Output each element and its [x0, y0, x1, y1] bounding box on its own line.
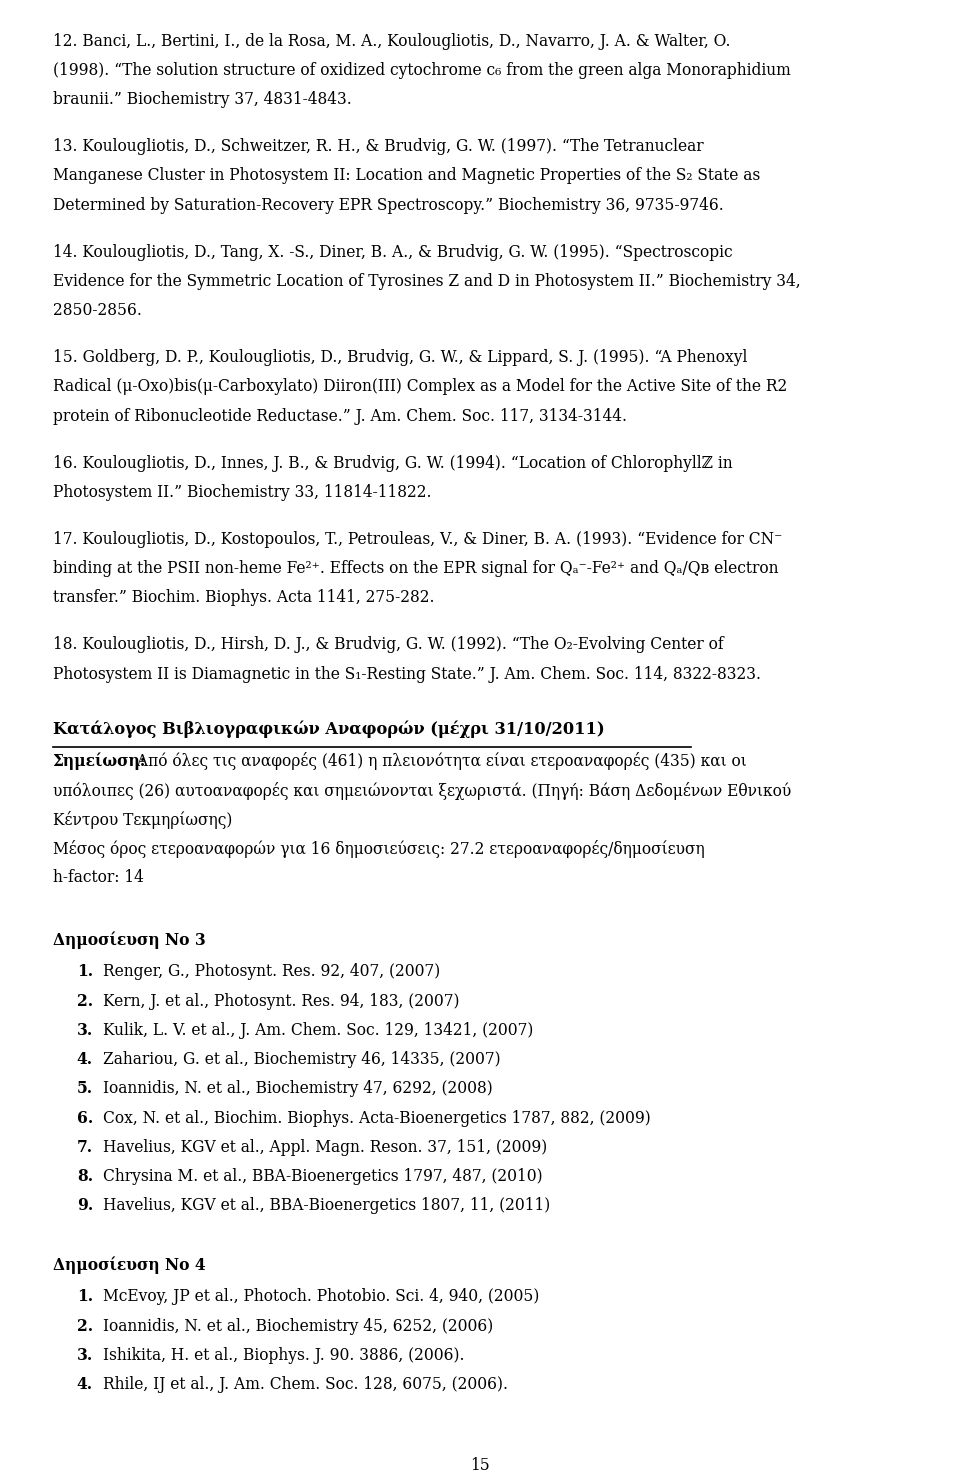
Text: 13. Koulougliotis, D., Schweitzer, R. H., & Brudvig, G. W. (1997). “The Tetranuc: 13. Koulougliotis, D., Schweitzer, R. H.… — [53, 138, 704, 156]
Text: McEvoy, JP et al., Photoch. Photobio. Sci. 4, 940, (2005): McEvoy, JP et al., Photoch. Photobio. Sc… — [103, 1288, 540, 1306]
Text: Cox, N. et al., Biochim. Biophys. Acta-Bioenergetics 1787, 882, (2009): Cox, N. et al., Biochim. Biophys. Acta-B… — [103, 1110, 651, 1126]
Text: 3.: 3. — [77, 1347, 93, 1364]
Text: Determined by Saturation-Recovery EPR Spectroscopy.” Biochemistry 36, 9735-9746.: Determined by Saturation-Recovery EPR Sp… — [53, 197, 724, 214]
Text: 1.: 1. — [77, 1288, 93, 1306]
Text: 8.: 8. — [77, 1168, 93, 1186]
Text: 14. Koulougliotis, D., Tang, X. -S., Diner, B. A., & Brudvig, G. W. (1995). “Spe: 14. Koulougliotis, D., Tang, X. -S., Din… — [53, 243, 732, 261]
Text: braunii.” Biochemistry 37, 4831-4843.: braunii.” Biochemistry 37, 4831-4843. — [53, 91, 351, 108]
Text: 1.: 1. — [77, 963, 93, 981]
Text: Photosystem II is Diamagnetic in the S₁-Resting State.” J. Am. Chem. Soc. 114, 8: Photosystem II is Diamagnetic in the S₁-… — [53, 666, 760, 683]
Text: 2.: 2. — [77, 993, 93, 1009]
Text: 2850-2856.: 2850-2856. — [53, 303, 142, 319]
Text: 4.: 4. — [77, 1376, 93, 1393]
Text: Δημοσίευση No 3: Δημοσίευση No 3 — [53, 932, 205, 948]
Text: 15: 15 — [470, 1457, 490, 1474]
Text: Ioannidis, N. et al., Biochemistry 45, 6252, (2006): Ioannidis, N. et al., Biochemistry 45, 6… — [103, 1318, 493, 1334]
Text: Ishikita, H. et al., Biophys. J. 90. 3886, (2006).: Ishikita, H. et al., Biophys. J. 90. 388… — [103, 1347, 465, 1364]
Text: (1998). “The solution structure of oxidized cytochrome c₆ from the green alga Mo: (1998). “The solution structure of oxidi… — [53, 62, 790, 79]
Text: Κέντρου Τεκμηρίωσης): Κέντρου Τεκμηρίωσης) — [53, 810, 232, 830]
Text: 3.: 3. — [77, 1022, 93, 1039]
Text: Kulik, L. V. et al., J. Am. Chem. Soc. 129, 13421, (2007): Kulik, L. V. et al., J. Am. Chem. Soc. 1… — [103, 1022, 533, 1039]
Text: 6.: 6. — [77, 1110, 93, 1126]
Text: protein of Ribonucleotide Reductase.” J. Am. Chem. Soc. 117, 3134-3144.: protein of Ribonucleotide Reductase.” J.… — [53, 408, 627, 424]
Text: 12. Banci, L., Bertini, I., de la Rosa, M. A., Koulougliotis, D., Navarro, J. A.: 12. Banci, L., Bertini, I., de la Rosa, … — [53, 33, 731, 49]
Text: h-factor: 14: h-factor: 14 — [53, 870, 144, 886]
Text: Manganese Cluster in Photosystem II: Location and Magnetic Properties of the S₂ : Manganese Cluster in Photosystem II: Loc… — [53, 168, 760, 184]
Text: 7.: 7. — [77, 1138, 93, 1156]
Text: Zahariou, G. et al., Biochemistry 46, 14335, (2007): Zahariou, G. et al., Biochemistry 46, 14… — [103, 1051, 500, 1068]
Text: Δημοσίευση No 4: Δημοσίευση No 4 — [53, 1257, 205, 1273]
Text: Evidence for the Symmetric Location of Tyrosines Z and D in Photosystem II.” Bio: Evidence for the Symmetric Location of T… — [53, 273, 801, 289]
Text: binding at the PSII non-heme Fe²⁺. Effects on the EPR signal for Qₐ⁻-Fe²⁺ and Qₐ: binding at the PSII non-heme Fe²⁺. Effec… — [53, 561, 779, 577]
Text: 18. Koulougliotis, D., Hirsh, D. J., & Brudvig, G. W. (1992). “The O₂-Evolving C: 18. Koulougliotis, D., Hirsh, D. J., & B… — [53, 637, 724, 653]
Text: Rhile, IJ et al., J. Am. Chem. Soc. 128, 6075, (2006).: Rhile, IJ et al., J. Am. Chem. Soc. 128,… — [103, 1376, 508, 1393]
Text: υπόλοιπες (26) αυτοαναφορές και σημειώνονται ξεχωριστά. (Πηγή: Βάση Δεδομένων Εθ: υπόλοιπες (26) αυτοαναφορές και σημειώνο… — [53, 782, 791, 800]
Text: Kern, J. et al., Photosynt. Res. 94, 183, (2007): Kern, J. et al., Photosynt. Res. 94, 183… — [103, 993, 459, 1009]
Text: Από όλες τις αναφορές (461) η πλειονότητα είναι ετεροαναφορές (435) και οι: Από όλες τις αναφορές (461) η πλειονότητ… — [132, 752, 746, 770]
Text: 4.: 4. — [77, 1051, 93, 1068]
Text: Σημείωση:: Σημείωση: — [53, 752, 146, 770]
Text: 2.: 2. — [77, 1318, 93, 1334]
Text: 15. Goldberg, D. P., Koulougliotis, D., Brudvig, G. W., & Lippard, S. J. (1995).: 15. Goldberg, D. P., Koulougliotis, D., … — [53, 349, 747, 367]
Text: Photosystem II.” Biochemistry 33, 11814-11822.: Photosystem II.” Biochemistry 33, 11814-… — [53, 484, 431, 502]
Text: 16. Koulougliotis, D., Innes, J. B., & Brudvig, G. W. (1994). “Location of Chlor: 16. Koulougliotis, D., Innes, J. B., & B… — [53, 454, 732, 472]
Text: Κατάλογος Βιβλιογραφικών Αναφορών (μέχρι 31/10/2011): Κατάλογος Βιβλιογραφικών Αναφορών (μέχρι… — [53, 720, 605, 738]
Text: Renger, G., Photosynt. Res. 92, 407, (2007): Renger, G., Photosynt. Res. 92, 407, (20… — [103, 963, 440, 981]
Text: Μέσος όρος ετεροαναφορών για 16 δημοσιεύσεις: 27.2 ετεροαναφορές/δημοσίευση: Μέσος όρος ετεροαναφορών για 16 δημοσιεύ… — [53, 840, 705, 858]
Text: 5.: 5. — [77, 1080, 93, 1097]
Text: transfer.” Biochim. Biophys. Acta 1141, 275-282.: transfer.” Biochim. Biophys. Acta 1141, … — [53, 589, 434, 607]
Text: Radical (μ-Oxo)bis(μ-Carboxylato) Diiron(III) Complex as a Model for the Active : Radical (μ-Oxo)bis(μ-Carboxylato) Diiron… — [53, 378, 787, 395]
Text: 17. Koulougliotis, D., Kostopoulos, T., Petrouleas, V., & Diner, B. A. (1993). “: 17. Koulougliotis, D., Kostopoulos, T., … — [53, 531, 782, 548]
Text: 9.: 9. — [77, 1198, 93, 1214]
Text: Chrysina M. et al., BBA-Bioenergetics 1797, 487, (2010): Chrysina M. et al., BBA-Bioenergetics 17… — [103, 1168, 542, 1186]
Text: Ioannidis, N. et al., Biochemistry 47, 6292, (2008): Ioannidis, N. et al., Biochemistry 47, 6… — [103, 1080, 492, 1097]
Text: Havelius, KGV et al., BBA-Bioenergetics 1807, 11, (2011): Havelius, KGV et al., BBA-Bioenergetics … — [103, 1198, 550, 1214]
Text: Havelius, KGV et al., Appl. Magn. Reson. 37, 151, (2009): Havelius, KGV et al., Appl. Magn. Reson.… — [103, 1138, 547, 1156]
